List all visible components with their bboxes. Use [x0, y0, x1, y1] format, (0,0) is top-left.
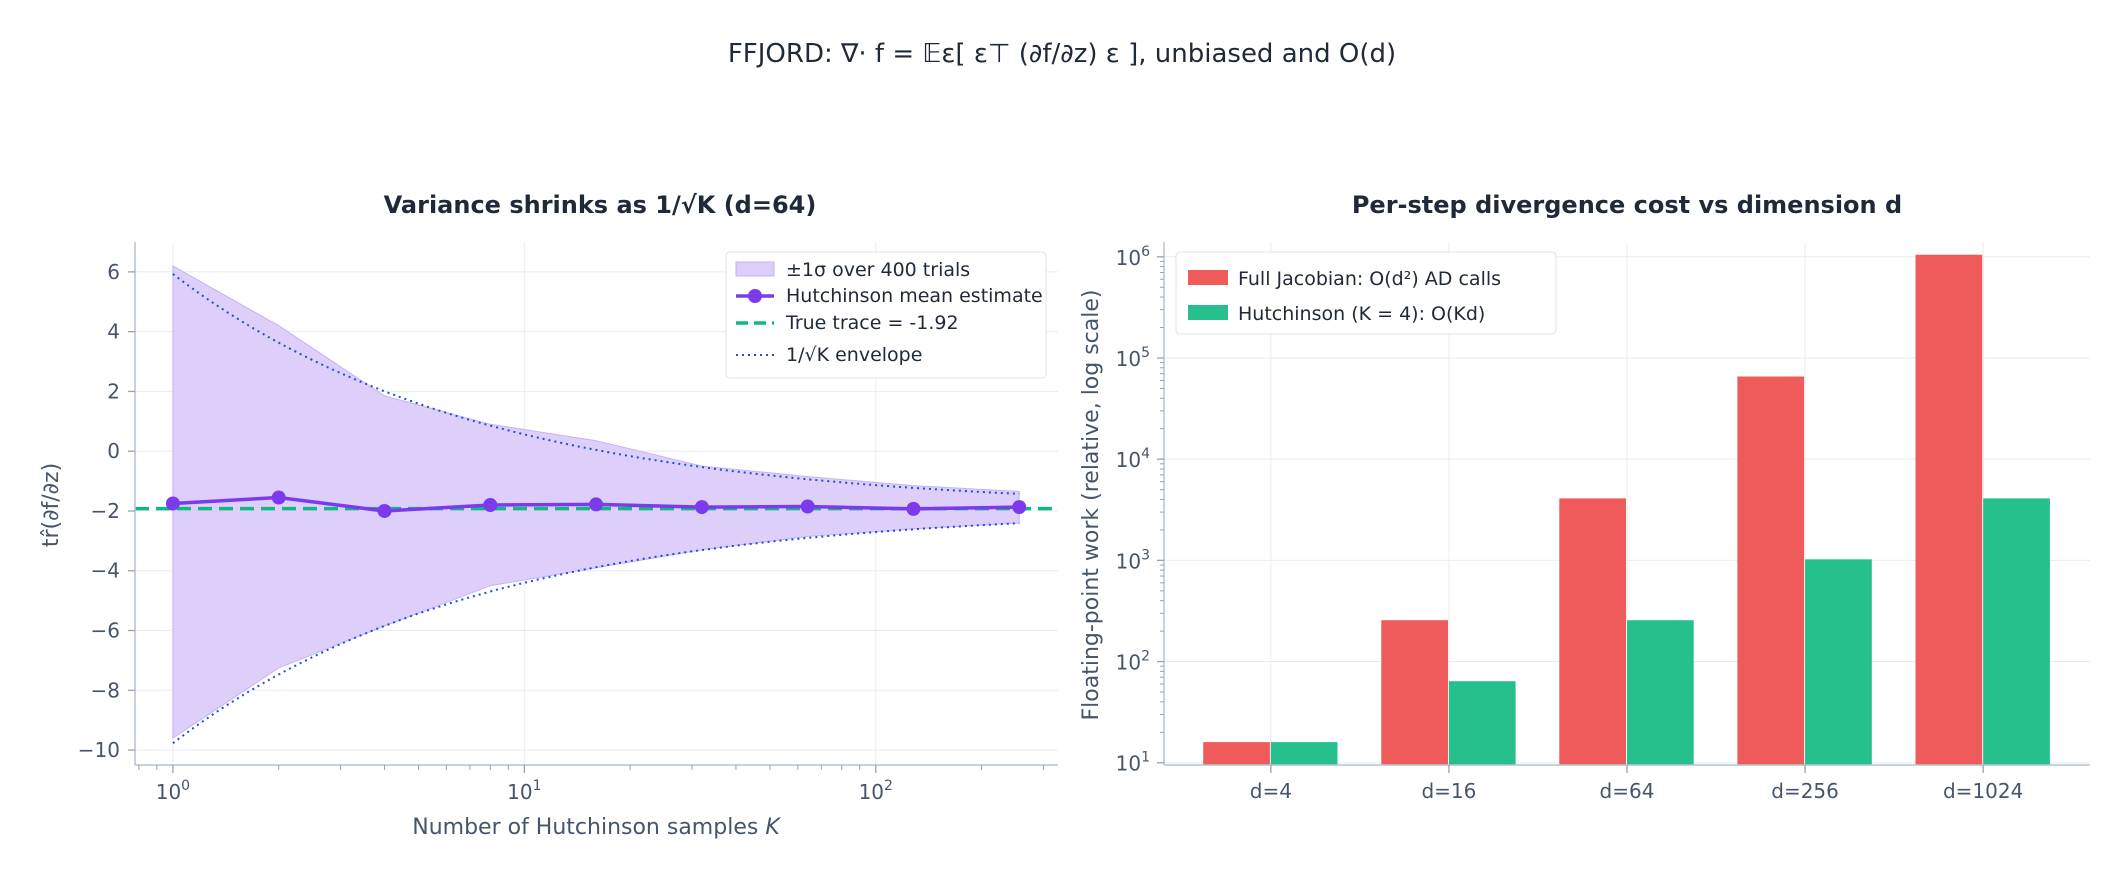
variance-xtick-label: 100 — [156, 778, 190, 804]
variance-ticks: 6 4 2 0 −2 −4 −6 −8 −10 100 101 102 — [78, 260, 1044, 804]
variance-legend-label: Hutchinson mean estimate — [786, 285, 1043, 307]
mean-estimate-point — [271, 490, 286, 505]
variance-plot-area — [135, 265, 1058, 744]
hutchinson-bar — [1983, 498, 2050, 765]
cost-legend-box — [1175, 251, 1557, 335]
cost-xtick-label: d=4 — [1250, 779, 1292, 803]
variance-ytick-label: −8 — [91, 678, 120, 702]
variance-legend-label: 1/√K envelope — [786, 344, 922, 366]
legend-hutchinson-swatch — [1188, 305, 1228, 320]
mean-estimate-point — [589, 497, 604, 512]
variance-ytick-label: 6 — [107, 260, 120, 284]
cost-panel: Per-step divergence cost vs dimension d … — [1079, 191, 2090, 803]
hutchinson-bar — [1270, 742, 1338, 765]
cost-ticks: 101 102 103 104 105 106 d=4 d=16 d=64 d=256 d=1024 — [1116, 244, 2024, 803]
hutchinson-bar — [1805, 559, 1872, 765]
cost-legend: Full Jacobian: O(d²) AD calls Hutchinson … — [1175, 251, 1557, 335]
cost-ytick-label: 105 — [1116, 345, 1150, 371]
cost-y-label: Floating-point work (relative, log scale… — [1079, 290, 1104, 721]
mean-estimate-point — [694, 500, 709, 515]
variance-legend-label: ±1σ over 400 trials — [786, 259, 970, 281]
full-jacobian-bar — [1915, 254, 1983, 765]
cost-xtick-label: d=64 — [1600, 779, 1655, 803]
variance-x-label: Number of Hutchinson samples K — [412, 815, 781, 840]
variance-xtick-label: 101 — [507, 778, 541, 804]
legend-band-swatch — [735, 261, 775, 277]
variance-legend-box — [725, 251, 1047, 379]
cost-legend-label: Full Jacobian: O(d²) AD calls — [1238, 268, 1501, 290]
variance-ytick-label: −2 — [91, 499, 120, 523]
cost-ytick-label: 103 — [1116, 547, 1150, 573]
hutchinson-bar — [1448, 681, 1516, 765]
cost-xtick-label: d=1024 — [1943, 779, 2023, 803]
cost-bars — [1203, 254, 2050, 765]
variance-ytick-label: −6 — [91, 619, 120, 643]
legend-mean-marker — [748, 289, 762, 303]
variance-ytick-label: 2 — [107, 379, 120, 403]
variance-y-label: tr̂(∂f/∂z) — [39, 463, 64, 547]
legend-full-jacobian-swatch — [1188, 270, 1228, 285]
full-jacobian-bar — [1381, 620, 1448, 765]
cost-xtick-label: d=256 — [1771, 779, 1839, 803]
cost-ytick-label: 101 — [1116, 750, 1150, 776]
variance-legend: ±1σ over 400 trials Hutchinson mean estim… — [725, 251, 1047, 379]
cost-panel-title: Per-step divergence cost vs dimension d — [1352, 191, 1902, 219]
mean-estimate-point — [377, 503, 392, 518]
variance-ytick-label: 4 — [107, 320, 120, 344]
mean-estimate-point — [906, 501, 921, 516]
cost-ytick-label: 102 — [1116, 649, 1150, 675]
full-jacobian-bar — [1737, 376, 1805, 765]
cost-ytick-label: 106 — [1116, 244, 1150, 270]
mean-estimate-point — [165, 496, 180, 511]
variance-legend-label: True trace = -1.92 — [785, 312, 959, 334]
variance-panel: Variance shrinks as 1/√K (d=64) 6 4 2 0 −2 −4… — [39, 191, 1058, 840]
cost-xtick-label: d=16 — [1421, 779, 1476, 803]
envelope-upper-line — [172, 273, 1020, 495]
variance-ytick-label: −4 — [91, 559, 120, 583]
variance-ytick-label: 0 — [107, 439, 120, 463]
mean-estimate-point — [483, 497, 498, 512]
variance-ytick-label: −10 — [78, 738, 120, 762]
mean-estimate-point — [800, 499, 815, 514]
full-jacobian-bar — [1203, 742, 1270, 765]
cost-ytick-label: 104 — [1116, 446, 1150, 472]
envelope-lower-line — [172, 522, 1020, 744]
variance-panel-title: Variance shrinks as 1/√K (d=64) — [384, 191, 817, 219]
figure-suptitle: FFJORD: ∇· f = 𝔼ε[ ε⊤ (∂f/∂z) ε ], unbia… — [728, 39, 1396, 69]
full-jacobian-bar — [1559, 498, 1626, 765]
cost-legend-label: Hutchinson (K = 4): O(Kd) — [1238, 303, 1485, 325]
hutchinson-bar — [1627, 620, 1694, 765]
variance-xtick-label: 102 — [859, 778, 893, 804]
mean-estimate-point — [1012, 500, 1027, 515]
